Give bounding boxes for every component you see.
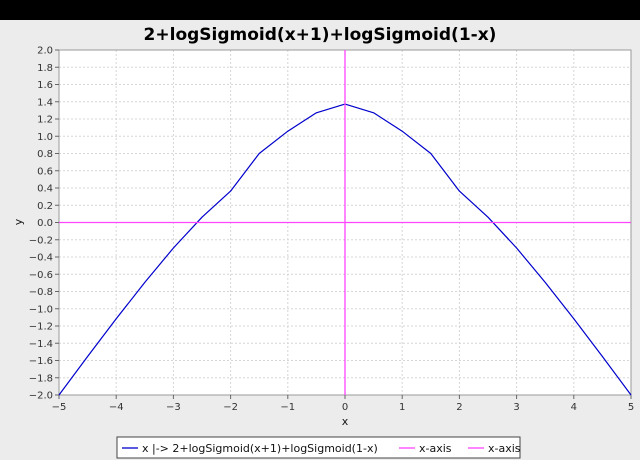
series-layer: [58, 50, 632, 396]
legend-label: x-axis: [488, 442, 521, 455]
y-tick-label: −0.8: [29, 287, 53, 298]
y-axis-label: y: [12, 218, 25, 225]
y-tick-label: 1.4: [37, 97, 53, 108]
legend-box: [116, 436, 521, 459]
x-tick-label: −5: [52, 402, 67, 413]
y-tick-label: −2.0: [29, 391, 53, 402]
y-tick-label: −1.0: [29, 304, 53, 315]
y-tick-label: 0.0: [37, 218, 53, 229]
x-tick-label: 4: [571, 402, 577, 413]
y-tick-label: −1.4: [29, 339, 53, 350]
x-axis-label: x: [342, 415, 349, 428]
x-tick-label: 5: [628, 402, 634, 413]
legend-label: x |-> 2+logSigmoid(x+1)+logSigmoid(1-x): [142, 442, 378, 455]
y-tick-label: 0.8: [37, 149, 53, 160]
legend-label: x-axis: [419, 442, 452, 455]
chart-title: 2+logSigmoid(x+1)+logSigmoid(1-x): [144, 25, 497, 45]
y-tick-label: −1.6: [29, 356, 53, 367]
x-tick-label: −1: [280, 402, 295, 413]
y-tick-label: −0.2: [29, 235, 53, 246]
x-tick-label: 3: [513, 402, 519, 413]
y-tick-label: 0.2: [37, 201, 53, 212]
y-tick-label: −1.2: [29, 322, 53, 333]
y-tick-label: −0.4: [29, 253, 53, 264]
y-tick-label: 1.0: [37, 132, 53, 143]
x-tick-label: −4: [109, 402, 124, 413]
y-tick-label: 1.8: [37, 63, 53, 74]
y-tick-label: 1.6: [37, 80, 53, 91]
x-ticks: −5 −4 −3 −2 −1 0 1 2 3 4 5: [52, 395, 634, 413]
y-tick-label: 0.6: [37, 166, 53, 177]
x-tick-label: −2: [223, 402, 238, 413]
y-tick-label: 1.2: [37, 115, 53, 126]
y-tick-label: 2.0: [37, 46, 53, 57]
y-tick-label: −1.8: [29, 373, 53, 384]
x-tick-label: 2: [456, 402, 462, 413]
y-tick-label: 0.4: [37, 184, 53, 195]
legend: x |-> 2+logSigmoid(x+1)+logSigmoid(1-x) x…: [116, 436, 521, 459]
y-ticks: 2.0 1.8 1.6 1.4 1.2 1.0 0.8 0.6 0.4 0.2 0.0 −0.2 −0.…: [29, 46, 59, 402]
x-tick-label: 0: [342, 402, 348, 413]
x-tick-label: 1: [399, 402, 405, 413]
x-tick-label: −3: [166, 402, 181, 413]
window-top-bar: [0, 0, 640, 20]
y-tick-label: −0.6: [29, 270, 53, 281]
